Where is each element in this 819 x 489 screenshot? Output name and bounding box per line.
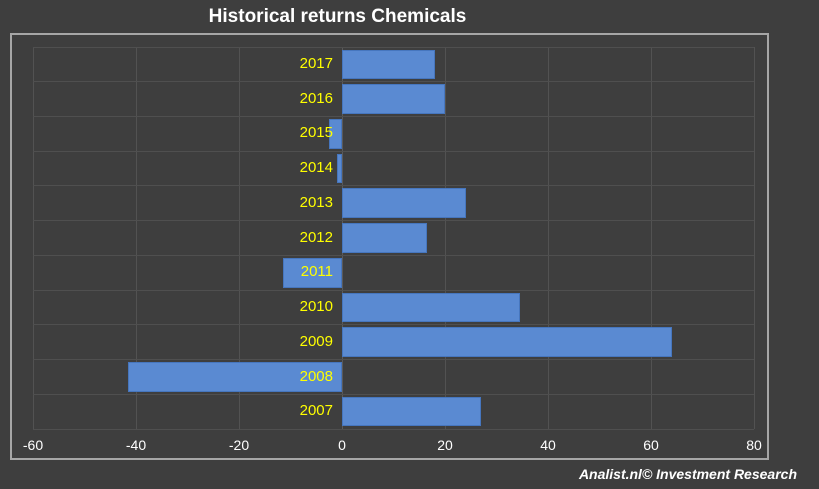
year-label-2015: 2015 xyxy=(299,124,333,142)
gridline-horizontal xyxy=(33,393,754,395)
x-tick-label: 40 xyxy=(540,437,556,453)
x-tick-label: -40 xyxy=(125,437,147,453)
gridline-vertical xyxy=(238,47,240,429)
chart-title: Historical returns Chemicals xyxy=(208,6,467,27)
bar-2011 xyxy=(282,257,342,288)
x-tick-label: 80 xyxy=(746,437,762,453)
gridline-vertical xyxy=(753,47,755,429)
bar-2010 xyxy=(342,292,520,323)
year-label-2016: 2016 xyxy=(299,89,333,107)
bar-2012 xyxy=(342,223,427,253)
bar-2014 xyxy=(336,153,342,184)
year-label-2009: 2009 xyxy=(299,332,333,350)
gridline-horizontal xyxy=(33,359,754,361)
gridline-vertical xyxy=(32,47,34,429)
bar-2017 xyxy=(342,49,435,80)
footer-credit: Analist.nl© Investment Research xyxy=(578,466,797,482)
gridline-horizontal xyxy=(33,254,754,256)
x-tick-label: 20 xyxy=(437,437,453,453)
bar-2008 xyxy=(128,362,342,392)
gridline-vertical xyxy=(547,47,549,429)
year-label-2007: 2007 xyxy=(299,402,333,420)
bar-2007 xyxy=(342,396,482,427)
bar-2015 xyxy=(329,118,342,149)
plot-frame xyxy=(10,33,769,460)
year-label-2011: 2011 xyxy=(300,263,333,281)
year-label-2012: 2012 xyxy=(299,228,333,246)
year-label-2010: 2010 xyxy=(299,298,333,316)
gridline-horizontal xyxy=(33,150,754,152)
year-label-2013: 2013 xyxy=(299,193,333,211)
year-label-2014: 2014 xyxy=(299,159,333,177)
gridline-horizontal xyxy=(33,81,754,83)
gridline-horizontal xyxy=(33,46,754,48)
gridline-vertical xyxy=(135,47,137,429)
bar-2016 xyxy=(342,84,445,114)
bar-2009 xyxy=(342,327,672,358)
x-tick-label: 0 xyxy=(338,437,346,453)
x-tick-label: -20 xyxy=(228,437,250,453)
gridline-vertical xyxy=(444,47,446,429)
year-label-2017: 2017 xyxy=(299,55,333,72)
gridline-horizontal xyxy=(33,428,754,430)
gridline-horizontal xyxy=(33,115,754,117)
gridline-horizontal xyxy=(33,324,754,326)
gridline-horizontal xyxy=(33,185,754,187)
gridline-horizontal xyxy=(33,289,754,291)
x-tick-label: 60 xyxy=(643,437,659,453)
x-tick-label: -60 xyxy=(22,437,44,453)
gridline-vertical xyxy=(650,47,652,429)
bar-2013 xyxy=(342,188,466,219)
gridline-horizontal xyxy=(33,220,754,222)
year-label-2008: 2008 xyxy=(299,367,333,385)
